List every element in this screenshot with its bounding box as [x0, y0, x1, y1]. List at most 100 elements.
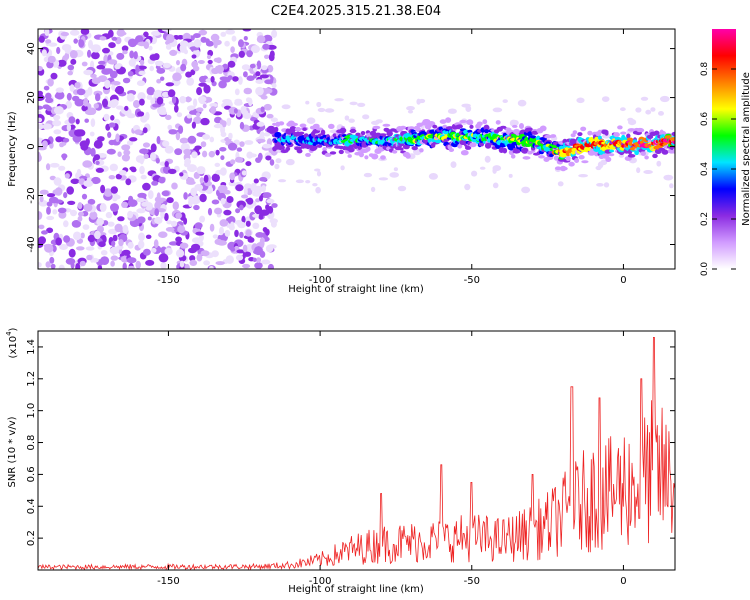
- noise-cell: [246, 50, 253, 58]
- noise-cell: [234, 220, 243, 225]
- noise-cell: [41, 230, 48, 235]
- y-tick-label: 1.4: [26, 339, 37, 355]
- noise-cell: [194, 222, 203, 229]
- noise-cell: [86, 254, 93, 261]
- halo-cell: [295, 179, 304, 184]
- signal-cell: [608, 153, 615, 157]
- noise-cell: [47, 55, 56, 64]
- noise-cell: [66, 92, 72, 101]
- signal-cell: [277, 145, 285, 151]
- noise-cell: [118, 170, 127, 176]
- halo-cell: [656, 160, 662, 167]
- noise-cell: [114, 223, 123, 233]
- noise-cell: [102, 98, 108, 108]
- noise-cell: [264, 54, 270, 59]
- noise-cell: [243, 87, 253, 95]
- noise-cell: [48, 196, 59, 204]
- halo-cell: [447, 108, 457, 114]
- halo-cell: [660, 95, 670, 103]
- noise-cell: [175, 212, 182, 219]
- noise-cell: [256, 138, 266, 143]
- noise-cell: [226, 196, 234, 203]
- noise-cell: [158, 231, 168, 238]
- noise-cell: [191, 151, 198, 159]
- noise-cell: [126, 140, 134, 146]
- x-tick-label: -100: [309, 576, 332, 587]
- noise-cell: [136, 197, 145, 203]
- noise-cell: [234, 88, 240, 96]
- signal-cell: [312, 123, 320, 129]
- noise-cell: [207, 59, 213, 65]
- noise-cell: [134, 129, 143, 135]
- noise-cell: [38, 65, 43, 72]
- noise-cell: [111, 99, 119, 107]
- noise-cell: [46, 193, 56, 198]
- noise-cell: [239, 231, 244, 239]
- noise-cell: [241, 194, 249, 199]
- noise-cell: [200, 250, 210, 257]
- halo-cell: [316, 101, 322, 108]
- noise-cell: [172, 72, 182, 82]
- noise-cell: [39, 189, 49, 195]
- signal-cell: [640, 151, 646, 156]
- noise-cell: [104, 79, 111, 89]
- noise-cell: [64, 173, 70, 179]
- noise-cell: [214, 162, 221, 167]
- noise-cell: [153, 239, 159, 249]
- noise-cell: [189, 110, 197, 115]
- noise-cell: [75, 263, 81, 269]
- noise-cell: [262, 88, 273, 94]
- noise-cell: [241, 215, 246, 224]
- noise-cell: [196, 166, 206, 175]
- noise-cell: [93, 103, 100, 109]
- signal-cell: [483, 124, 490, 131]
- signal-cell: [578, 155, 585, 160]
- noise-cell: [200, 141, 207, 148]
- signal-cell: [502, 147, 508, 154]
- noise-cell: [252, 257, 257, 262]
- halo-cell: [603, 182, 610, 188]
- noise-cell: [220, 197, 226, 205]
- noise-cell: [239, 204, 244, 211]
- noise-cell: [224, 229, 231, 237]
- noise-cell: [183, 217, 188, 225]
- noise-cell: [189, 255, 196, 262]
- noise-cell: [236, 249, 245, 254]
- noise-cell: [99, 203, 107, 212]
- signal-cell: [311, 144, 318, 151]
- signal-cell: [521, 147, 529, 154]
- signal-cell: [419, 148, 424, 153]
- signal-cell: [574, 158, 580, 163]
- noise-cell: [139, 98, 145, 106]
- colorbar-scale: [712, 29, 736, 269]
- signal-cell: [291, 122, 298, 126]
- signal-cell: [584, 146, 590, 153]
- noise-cell: [73, 38, 78, 44]
- noise-cell: [139, 59, 145, 66]
- noise-cell: [220, 31, 227, 37]
- noise-cell: [89, 131, 95, 137]
- noise-cell: [83, 203, 93, 212]
- noise-cell: [46, 227, 54, 234]
- y-tick-label: 1.0: [26, 403, 37, 419]
- noise-cell: [238, 76, 243, 85]
- noise-cell: [58, 264, 65, 269]
- noise-cell: [227, 142, 238, 151]
- noise-cell: [167, 168, 177, 174]
- noise-cell: [186, 105, 196, 112]
- noise-cell: [196, 253, 203, 262]
- halo-cell: [620, 107, 626, 112]
- halo-cell: [596, 183, 604, 187]
- noise-cell: [146, 86, 155, 96]
- noise-cell: [135, 64, 140, 74]
- noise-cell: [165, 227, 175, 232]
- noise-cell: [233, 108, 238, 114]
- noise-cell: [82, 224, 90, 230]
- noise-cell: [219, 147, 227, 152]
- noise-cell: [121, 144, 131, 151]
- halo-cell: [663, 174, 674, 181]
- noise-cell: [72, 95, 80, 102]
- noise-cell: [205, 40, 214, 47]
- noise-cell: [107, 131, 112, 138]
